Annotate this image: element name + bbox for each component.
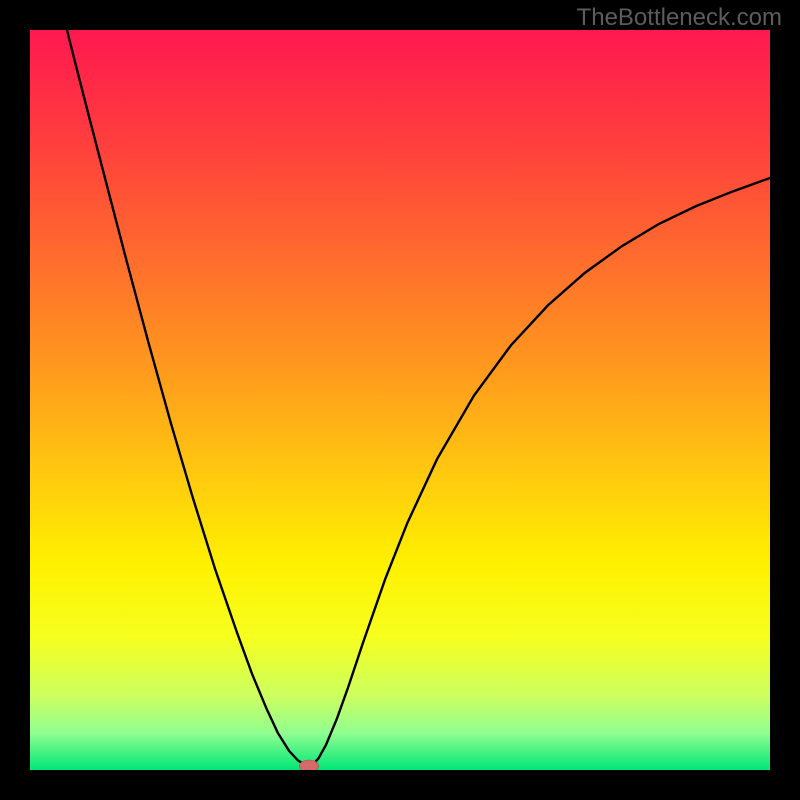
chart-background [30,30,770,770]
optimum-marker [299,760,318,770]
chart-frame: TheBottleneck.com [0,0,800,800]
watermark-text: TheBottleneck.com [577,4,782,32]
bottleneck-curve-chart [30,30,770,770]
